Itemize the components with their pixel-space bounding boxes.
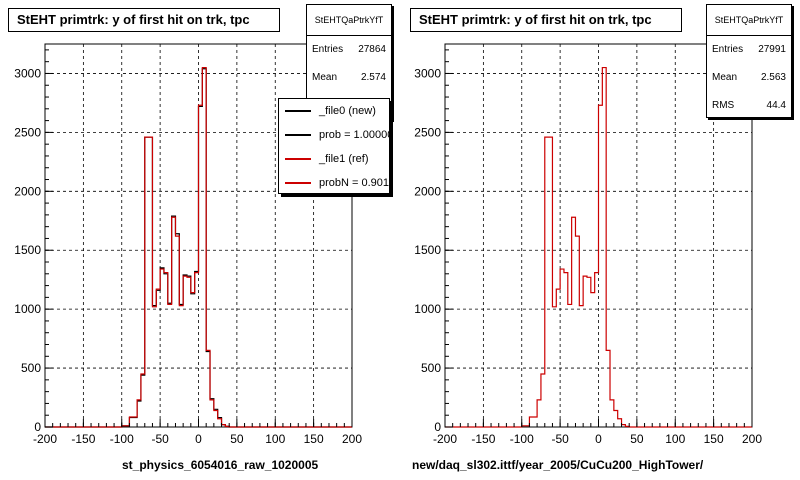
x-tick-label: -200 [433, 432, 457, 446]
y-tick-label: 3000 [414, 66, 441, 80]
left-chart-title: StEHT primtrk: y of first hit on trk, tp… [8, 8, 280, 32]
y-tick-label: 2500 [14, 125, 41, 139]
y-tick-label: 0 [34, 420, 41, 434]
x-tick-label: -100 [110, 432, 134, 446]
x-tick-label: -150 [71, 432, 95, 446]
legend-label-prob: prob = 1.000000 [319, 129, 389, 141]
right-stats-rms: RMS 44.4 [707, 92, 791, 120]
right-chart-title: StEHT primtrk: y of first hit on trk, tp… [410, 8, 682, 32]
entries-value: 27864 [358, 44, 386, 55]
legend-swatch-prob [285, 134, 311, 136]
legend-swatch-file0 [285, 110, 311, 112]
legend-entry-prob: prob = 1.000000 [279, 123, 389, 147]
x-tick-label: 0 [595, 432, 602, 446]
entries-label: Entries [312, 44, 344, 55]
left-stats-name: StEHTQaPtrkYfT [307, 5, 391, 36]
entries-value: 27991 [758, 44, 786, 55]
mean-value: 2.574 [360, 72, 386, 83]
x-tick-label: -50 [551, 432, 569, 446]
right-stats-entries: Entries 27991 [707, 36, 791, 64]
x-tick-label: 200 [742, 432, 762, 446]
y-tick-label: 1500 [14, 243, 41, 257]
rms-label: RMS [712, 100, 735, 111]
right-x-axis-label: new/daq_sl302.ittf/year_2005/CuCu200_Hig… [412, 458, 704, 472]
x-tick-label: 100 [265, 432, 285, 446]
left-legend: _file0 (new) prob = 1.000000 _file1 (ref… [278, 98, 390, 194]
left-stats-entries: Entries 27864 [307, 36, 391, 64]
y-tick-label: 2000 [14, 184, 41, 198]
left-x-axis-label: st_physics_6054016_raw_1020005 [122, 458, 319, 472]
x-tick-label: 150 [704, 432, 724, 446]
x-tick-label: -50 [151, 432, 169, 446]
x-tick-label: -100 [510, 432, 534, 446]
y-tick-label: 1000 [414, 302, 441, 316]
legend-swatch-probn [285, 182, 311, 184]
y-tick-label: 3000 [14, 66, 41, 80]
y-tick-label: 2000 [414, 184, 441, 198]
left-histogram: -200 -150 -100 -50 0 50 100 150 2000500100015002… [14, 43, 362, 446]
right-stats-box: StEHTQaPtrkYfT Entries 27991 Mean 2.563 … [706, 4, 792, 118]
right-stats-mean: Mean 2.563 [707, 64, 791, 92]
x-tick-label: 50 [630, 432, 644, 446]
x-tick-label: -150 [471, 432, 495, 446]
legend-entry-file1: _file1 (ref) [279, 147, 389, 171]
y-tick-label: 1500 [414, 243, 441, 257]
y-tick-label: 2500 [414, 125, 441, 139]
legend-label-file1: _file1 (ref) [319, 153, 369, 165]
legend-swatch-file1 [285, 158, 311, 160]
legend-label-probn: probN = 0.901831 [319, 177, 390, 189]
right-stats-name: StEHTQaPtrkYfT [707, 5, 791, 36]
x-tick-label: 50 [230, 432, 244, 446]
mean-label: Mean [712, 72, 738, 83]
right-histogram: -200 -150 -100 -50 0 50 100 150 2000500100015002… [414, 43, 762, 446]
x-tick-label: 0 [195, 432, 202, 446]
y-tick-label: 1000 [14, 302, 41, 316]
mean-value: 2.563 [760, 72, 786, 83]
legend-label-file0: _file0 (new) [319, 105, 376, 117]
legend-entry-probn: probN = 0.901831 [279, 171, 390, 193]
x-tick-label: 200 [342, 432, 362, 446]
x-tick-label: 150 [304, 432, 324, 446]
x-tick-label: -200 [33, 432, 57, 446]
rms-value: 44.4 [766, 100, 786, 111]
entries-label: Entries [712, 44, 744, 55]
y-tick-label: 500 [421, 361, 441, 375]
y-tick-label: 500 [21, 361, 41, 375]
x-tick-label: 100 [665, 432, 685, 446]
mean-label: Mean [312, 72, 338, 83]
left-stats-mean: Mean 2.574 [307, 64, 391, 92]
legend-entry-file0: _file0 (new) [279, 99, 389, 123]
y-tick-label: 0 [434, 420, 441, 434]
